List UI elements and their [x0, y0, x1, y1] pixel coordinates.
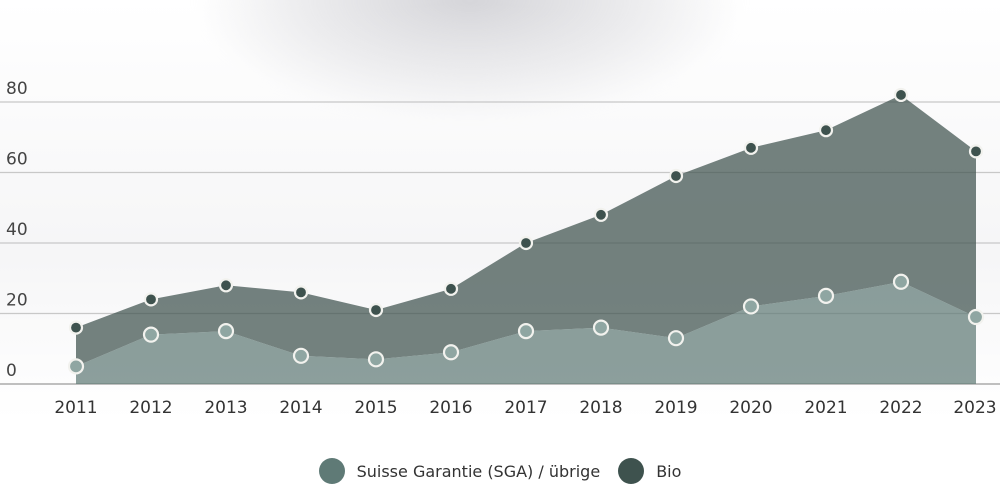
x-tick-label: 2018 [579, 398, 622, 418]
point-sga[interactable] [742, 298, 760, 315]
y-tick-label: 80 [6, 79, 28, 99]
point-sga[interactable] [217, 323, 235, 340]
x-tick-label: 2019 [654, 398, 697, 418]
point-sga[interactable] [67, 358, 85, 375]
point-bio[interactable] [968, 144, 984, 159]
point-sga[interactable] [892, 273, 910, 290]
point-sga[interactable] [142, 326, 160, 343]
point-bio[interactable] [443, 281, 459, 296]
x-tick-label: 2023 [953, 398, 996, 418]
legend-item-bio[interactable]: Bio [618, 458, 681, 484]
y-axis: 0 20 40 60 80 [6, 79, 28, 381]
data-points [67, 87, 985, 375]
point-bio[interactable] [518, 235, 534, 251]
y-tick-label: 40 [6, 220, 28, 240]
point-bio[interactable] [218, 278, 234, 293]
point-sga[interactable] [592, 319, 610, 336]
x-tick-label: 2012 [129, 398, 172, 418]
point-bio[interactable] [743, 140, 759, 155]
legend-item-sga[interactable]: Suisse Garantie (SGA) / übrige [318, 458, 601, 484]
x-axis: 2011 2012 2013 2014 2015 2016 2017 2018 2019 2020… [54, 398, 996, 418]
point-bio[interactable] [668, 168, 684, 184]
y-tick-label: 0 [6, 361, 17, 381]
legend-swatch-sga [318, 458, 345, 484]
point-bio[interactable] [893, 87, 909, 103]
legend-swatch-bio [618, 458, 645, 484]
point-bio[interactable] [143, 292, 159, 307]
point-sga[interactable] [667, 330, 685, 347]
x-tick-label: 2022 [879, 398, 922, 418]
point-sga[interactable] [292, 347, 310, 364]
point-bio[interactable] [293, 285, 309, 300]
point-bio[interactable] [818, 123, 834, 138]
point-sga[interactable] [517, 323, 535, 340]
legend-label-bio: Bio [656, 461, 682, 481]
point-sga[interactable] [367, 351, 385, 368]
point-bio[interactable] [593, 207, 609, 222]
point-sga[interactable] [817, 287, 835, 304]
point-bio[interactable] [68, 320, 84, 335]
point-sga[interactable] [442, 344, 460, 361]
x-tick-label: 2015 [354, 398, 397, 418]
legend: Suisse Garantie (SGA) / übrige Bio [0, 454, 1000, 488]
x-tick-label: 2013 [204, 398, 247, 418]
point-bio[interactable] [368, 302, 384, 318]
x-tick-label: 2016 [429, 398, 472, 418]
x-tick-label: 2011 [54, 398, 97, 418]
x-tick-label: 2017 [504, 398, 547, 418]
y-tick-label: 60 [6, 150, 28, 170]
x-tick-label: 2021 [804, 398, 847, 418]
legend-label-sga: Suisse Garantie (SGA) / übrige [356, 461, 601, 481]
x-tick-label: 2020 [729, 398, 772, 418]
x-tick-label: 2014 [279, 398, 322, 418]
point-sga[interactable] [967, 308, 985, 326]
y-tick-label: 20 [6, 291, 28, 311]
